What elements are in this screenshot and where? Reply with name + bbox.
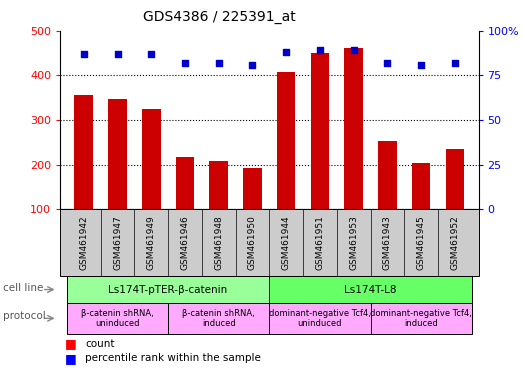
Text: dominant-negative Tcf4,
induced: dominant-negative Tcf4, induced: [370, 309, 472, 328]
Text: percentile rank within the sample: percentile rank within the sample: [85, 353, 261, 363]
Text: GSM461946: GSM461946: [180, 215, 189, 270]
Text: GDS4386 / 225391_at: GDS4386 / 225391_at: [143, 10, 296, 23]
Text: GSM461951: GSM461951: [315, 215, 324, 270]
Text: dominant-negative Tcf4,
uninduced: dominant-negative Tcf4, uninduced: [269, 309, 371, 328]
Text: ■: ■: [65, 352, 77, 365]
Text: GSM461947: GSM461947: [113, 215, 122, 270]
Bar: [311, 53, 329, 209]
Point: [417, 61, 425, 68]
Bar: [74, 96, 93, 209]
Point: [113, 51, 122, 57]
Bar: [277, 72, 295, 209]
Point: [79, 51, 88, 57]
Point: [383, 60, 392, 66]
Text: GSM461950: GSM461950: [248, 215, 257, 270]
Text: GSM461942: GSM461942: [79, 215, 88, 270]
Point: [248, 61, 257, 68]
Text: GSM461952: GSM461952: [450, 215, 459, 270]
Text: ■: ■: [65, 337, 77, 350]
Text: GSM461948: GSM461948: [214, 215, 223, 270]
Point: [451, 60, 459, 66]
Point: [147, 51, 155, 57]
Text: β-catenin shRNA,
induced: β-catenin shRNA, induced: [183, 309, 255, 328]
Text: protocol: protocol: [3, 311, 46, 321]
Point: [349, 47, 358, 53]
Text: count: count: [85, 339, 115, 349]
Bar: [446, 149, 464, 209]
Bar: [209, 161, 228, 209]
Text: GSM461945: GSM461945: [417, 215, 426, 270]
Bar: [108, 99, 127, 209]
Point: [282, 49, 290, 55]
Point: [214, 60, 223, 66]
Text: GSM461953: GSM461953: [349, 215, 358, 270]
Text: Ls174T-pTER-β-catenin: Ls174T-pTER-β-catenin: [108, 285, 228, 295]
Bar: [243, 168, 262, 209]
Bar: [412, 163, 430, 209]
Point: [181, 60, 189, 66]
Text: β-catenin shRNA,
uninduced: β-catenin shRNA, uninduced: [81, 309, 154, 328]
Bar: [142, 109, 161, 209]
Text: GSM461944: GSM461944: [282, 215, 291, 270]
Bar: [176, 157, 194, 209]
Text: GSM461943: GSM461943: [383, 215, 392, 270]
Bar: [378, 141, 397, 209]
Bar: [345, 48, 363, 209]
Text: Ls174T-L8: Ls174T-L8: [344, 285, 397, 295]
Point: [316, 47, 324, 53]
Text: GSM461949: GSM461949: [147, 215, 156, 270]
Text: cell line: cell line: [3, 283, 43, 293]
